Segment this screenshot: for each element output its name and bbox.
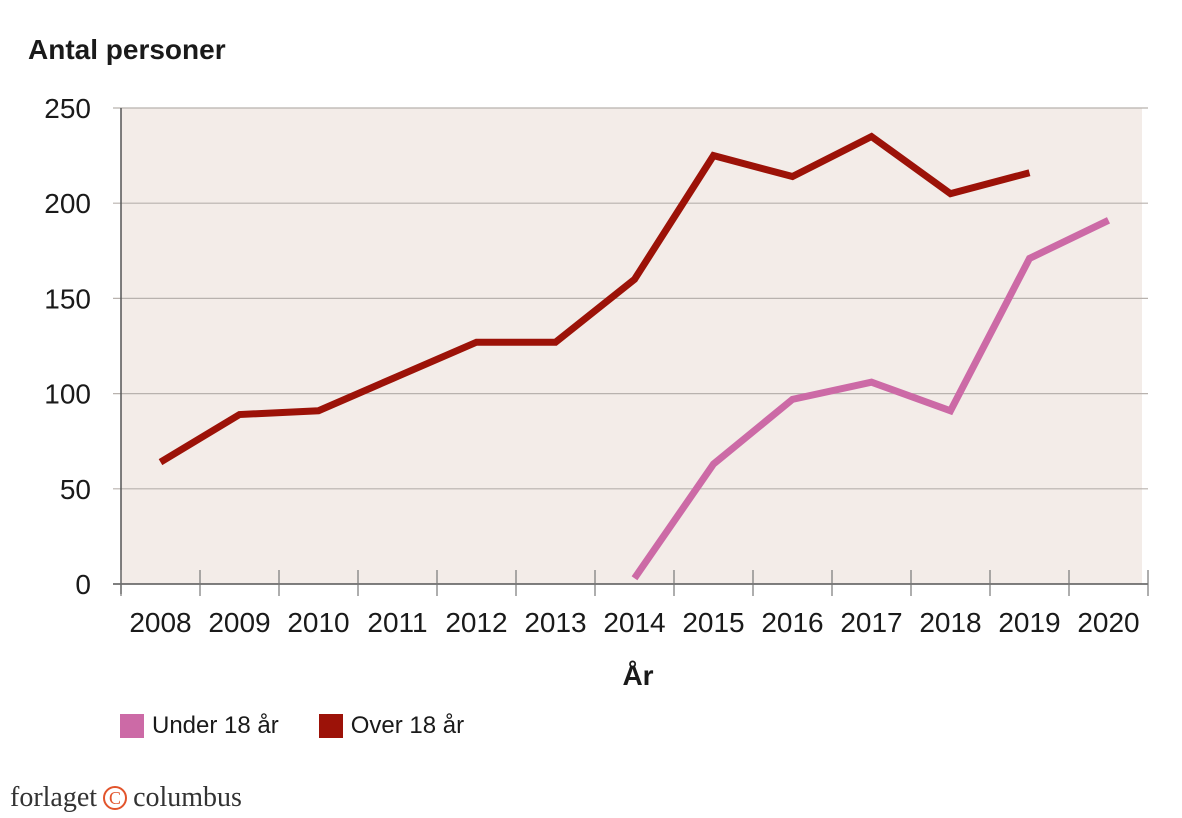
x-tick-label: 2017 [840, 607, 902, 638]
x-tick-label: 2019 [998, 607, 1060, 638]
y-tick-label: 200 [44, 188, 91, 219]
x-tick-label: 2020 [1077, 607, 1139, 638]
x-tick-label: 2015 [682, 607, 744, 638]
plot-background [121, 108, 1142, 584]
y-tick-label: 0 [75, 569, 91, 600]
gridlines [113, 107, 1148, 490]
publisher-logo: forlaget C columbus [10, 782, 242, 814]
legend-item: Over 18 år [318, 712, 465, 740]
legend: Under 18 år Over 18 år [120, 712, 464, 740]
legend-label: Over 18 år [350, 712, 465, 739]
x-tick-label: 2013 [524, 607, 586, 638]
y-axis-title: Antal personer [28, 34, 226, 65]
x-tick-label: 2018 [919, 607, 981, 638]
x-tick-label: 2008 [129, 607, 191, 638]
legend-item: Under 18 år [120, 712, 279, 740]
series-line-0 [631, 217, 1111, 581]
series-line-1 [158, 132, 1031, 466]
legend-label: Under 18 år [152, 712, 279, 739]
x-axis-title: År [622, 660, 653, 691]
x-tick-label: 2012 [445, 607, 507, 638]
publisher-name-right: columbus [133, 782, 242, 813]
legend-swatch [318, 714, 343, 738]
series-lines [158, 132, 1111, 581]
axis-ticks: 0 50 100 150 200 250 2008 2009 2010 2011 2012 2013 2… [44, 93, 1149, 638]
x-tick-label: 2014 [603, 607, 665, 638]
copyright-c-icon: C [103, 786, 128, 810]
x-tick-label: 2010 [287, 607, 349, 638]
y-tick-label: 100 [44, 379, 91, 410]
y-tick-label: 150 [44, 283, 91, 314]
x-tick-label: 2011 [367, 607, 427, 638]
legend-swatch [120, 714, 144, 738]
x-tick-label: 2016 [761, 607, 823, 638]
publisher-name-left: forlaget [10, 782, 98, 813]
y-tick-label: 50 [60, 474, 91, 505]
x-tick-label: 2009 [208, 607, 270, 638]
y-tick-label: 250 [44, 93, 91, 124]
